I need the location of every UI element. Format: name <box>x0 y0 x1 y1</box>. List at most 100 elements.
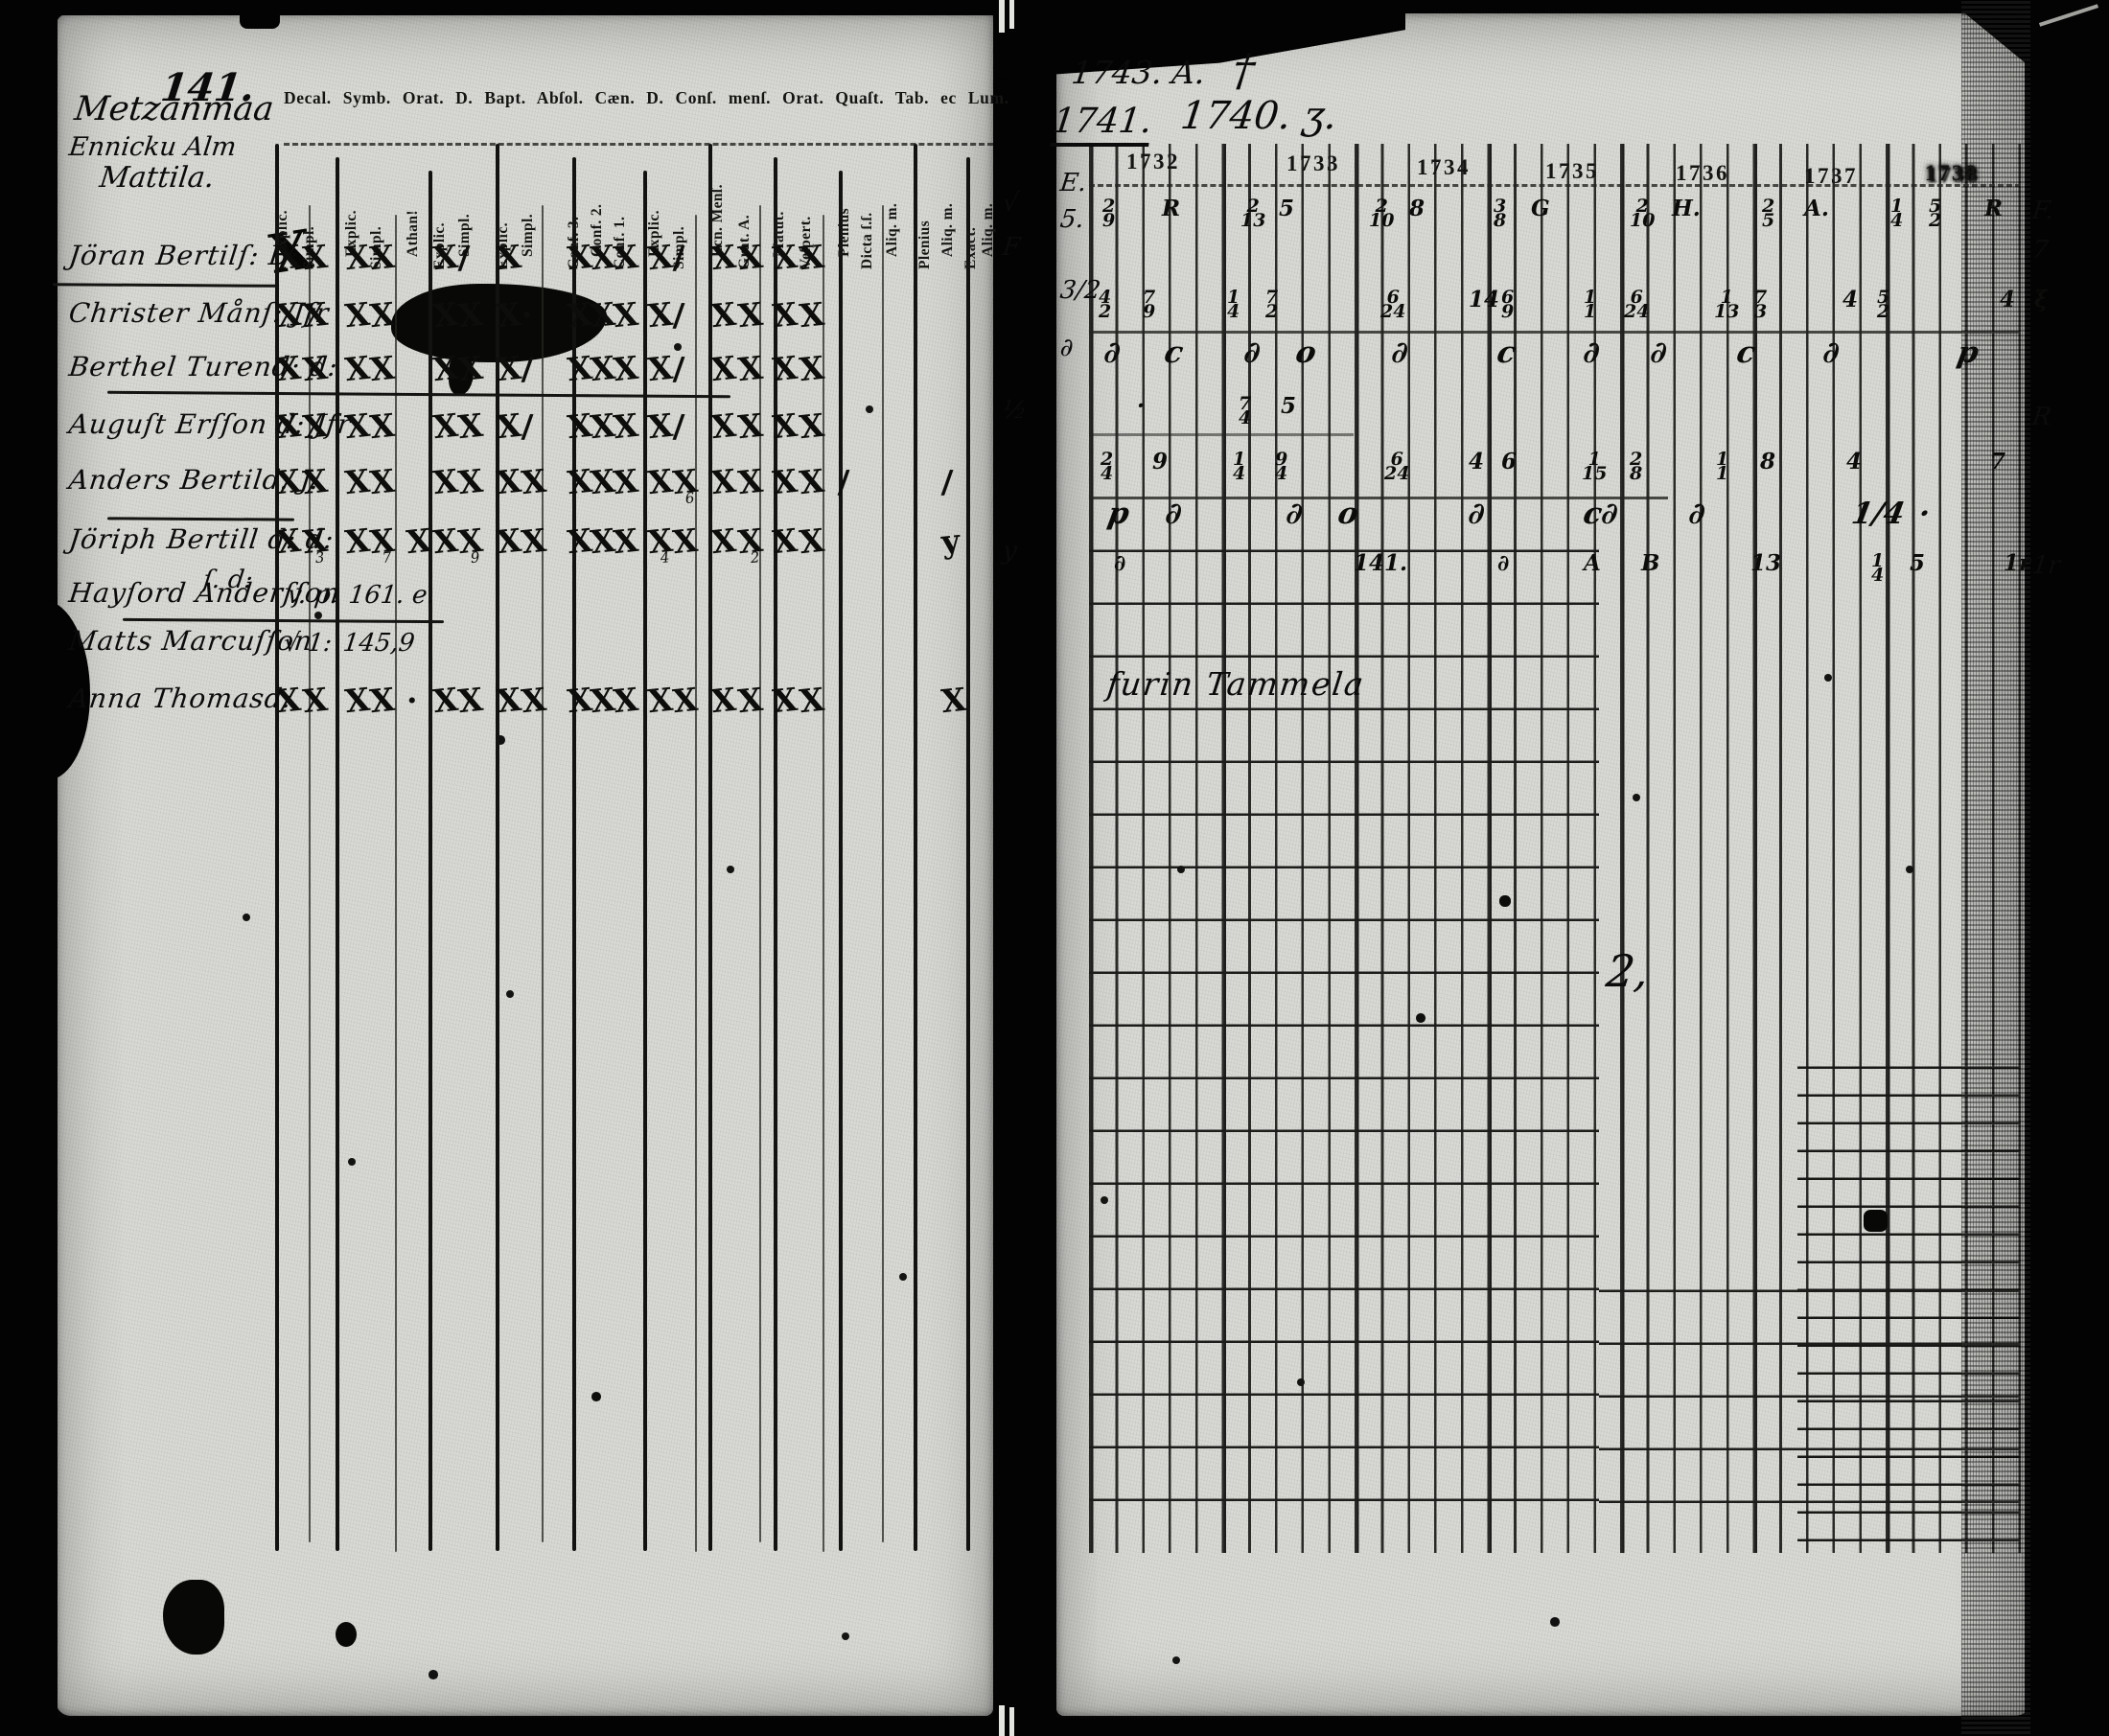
fraction-denominator: 5 <box>1762 210 1775 232</box>
flourish-mark: 1/4 <box>1848 497 1908 531</box>
village-subheading: Ennicku Alm <box>67 132 239 162</box>
mark-subdigit: 9 <box>469 548 481 567</box>
column-sublabel: Matut. <box>771 211 787 257</box>
right-page-margin-note: E. <box>1058 169 1089 197</box>
mark-cell: X <box>646 405 675 447</box>
mark-cell: X <box>646 680 675 721</box>
fraction-denominator: 15 <box>1582 463 1608 485</box>
fraction-denominator: 13 <box>1240 210 1266 232</box>
fraction-numerator: 7 <box>1239 393 1252 414</box>
year-label: 1738 <box>1925 161 1979 185</box>
column-sublabel: Athan! <box>405 210 421 257</box>
mark-cell: X <box>274 405 303 447</box>
mark-cell: X <box>301 680 330 721</box>
fraction-denominator: 1 <box>1584 301 1597 323</box>
left-grid-vline <box>839 171 843 1551</box>
date-entry: 4 <box>1842 287 1859 312</box>
left-grid-vline-light <box>823 215 825 1552</box>
mark-cell: X <box>405 521 433 562</box>
mark-cell: / <box>457 238 471 277</box>
right-grid-hlines-lower-band <box>1599 1263 2021 1503</box>
flourish-mark: c∂ <box>1580 497 1621 531</box>
fraction-denominator: 4 <box>1233 463 1246 485</box>
gutter-slit-bottom-1 <box>999 1705 1005 1736</box>
mark-cell: X <box>343 680 372 721</box>
right-edge-mark: R <box>2030 403 2053 431</box>
column-sublabel: Plenius <box>836 207 852 257</box>
mark-subdigit: 3 <box>313 548 326 567</box>
date-entry: 6 24 <box>1380 283 1406 323</box>
date-entry: 2 10 <box>1630 192 1655 229</box>
fraction-numerator: 7 <box>1143 287 1156 308</box>
fraction-denominator: 4 <box>1871 565 1885 587</box>
fraction-numerator: 4 <box>1099 287 1112 308</box>
mark-cell: / <box>672 406 685 446</box>
column-sublabel: Aliq. m. <box>939 202 956 257</box>
mark-cell: X <box>456 294 485 336</box>
left-grid-vline <box>275 144 279 1551</box>
fraction-numerator: 2 <box>1762 196 1775 217</box>
fraction-numerator: 9 <box>1275 449 1288 470</box>
mark-cell: X <box>431 680 460 721</box>
mark-cell: X <box>274 294 303 336</box>
mark-cell: X <box>274 237 303 278</box>
mark-cell: / <box>672 295 685 335</box>
date-entry: R <box>1984 196 2004 221</box>
column-sublabel: Explic. <box>343 210 359 257</box>
mark-cell: X <box>736 348 765 389</box>
mark-cell: X <box>368 405 397 447</box>
right-edge-mark: 7 <box>2030 236 2051 265</box>
fraction-numerator: 6 <box>1501 287 1515 308</box>
mark-cell: X <box>301 405 330 447</box>
mark-cell: X <box>343 461 372 502</box>
fraction-denominator: 4 <box>1890 210 1904 232</box>
fraction-numerator: 5 <box>1929 196 1942 217</box>
mark-cell: X <box>456 680 485 721</box>
register-row-note: 145,9 <box>341 629 417 658</box>
year-label: 1734 <box>1417 155 1471 179</box>
village-heading: Metzanmaa <box>72 90 276 128</box>
date-entry: 2 13 <box>1240 192 1266 232</box>
column-sublabel: Exact. <box>962 226 979 269</box>
year-label: 1733 <box>1286 151 1340 175</box>
date-entry: A <box>1584 550 1601 576</box>
mark-cell: X <box>301 348 330 389</box>
date-entry: ∂ <box>1114 550 1126 576</box>
fraction-denominator: 4 <box>1275 463 1288 485</box>
left-grid-vline <box>429 171 432 1551</box>
fraction-denominator: 10 <box>1369 210 1395 232</box>
fraction-numerator: 7 <box>1754 287 1768 308</box>
mark-cell: X <box>495 680 523 721</box>
mark-cell: / <box>837 462 850 501</box>
mark-cell: X <box>274 521 303 562</box>
column-sublabel: Aliq. m. <box>980 202 996 257</box>
mark-cell: X <box>343 237 372 278</box>
date-entry: 5 <box>1910 550 1926 576</box>
mark-cell: X <box>520 680 548 721</box>
fraction-numerator: 1 <box>1233 449 1246 470</box>
date-entry: 1 15 <box>1582 445 1608 485</box>
mark-cell: X <box>456 348 485 389</box>
mark-cell: X <box>495 521 523 562</box>
fraction-denominator: 9 <box>1501 301 1515 323</box>
register-row-note: 161. e. <box>347 581 437 610</box>
mark-cell: X <box>431 348 460 389</box>
mark-cell: X <box>798 294 826 336</box>
mark-subdigit: 2 <box>749 548 761 567</box>
column-sublabel: Explic. <box>646 210 662 257</box>
date-entry: ∂ <box>1497 550 1510 576</box>
fraction-numerator: 2 <box>1635 196 1649 217</box>
mark-cell: X <box>495 348 523 389</box>
mark-cell: X <box>274 680 303 721</box>
date-entry: 4 <box>2000 287 2016 312</box>
mark-cell: X <box>736 461 765 502</box>
fraction-denominator: 2 <box>1929 210 1942 232</box>
left-grid-vline <box>914 144 917 1551</box>
fraction-denominator: 24 <box>1384 463 1410 485</box>
page-edge-noise <box>1961 0 2030 1736</box>
fraction-denominator: 24 <box>1380 301 1406 323</box>
